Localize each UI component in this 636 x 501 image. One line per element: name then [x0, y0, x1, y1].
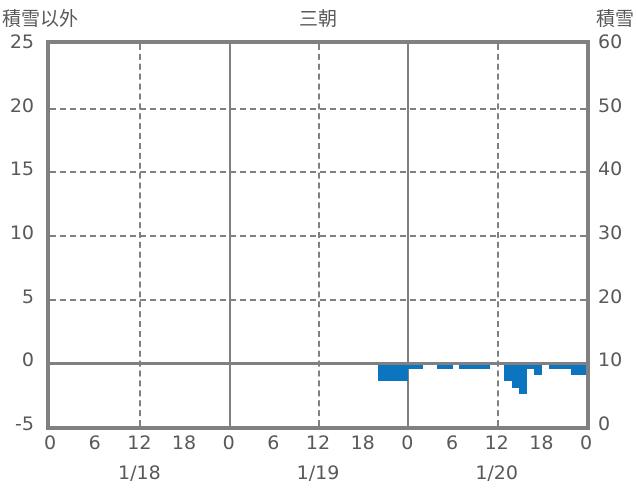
bar	[519, 362, 528, 395]
y-axis-left-tick: -5	[15, 413, 34, 435]
bar	[548, 362, 557, 369]
x-axis-tick: 12	[484, 432, 509, 454]
y-axis-left-tick: 15	[9, 158, 34, 181]
gridline-day-boundary	[407, 44, 410, 426]
bar	[392, 362, 401, 382]
y-axis-left-tick: 10	[9, 222, 34, 244]
plot-area	[46, 40, 590, 430]
x-axis-tick: 6	[267, 432, 280, 454]
bar	[459, 362, 468, 369]
y-axis-right-tick: 30	[598, 222, 623, 244]
bar	[399, 362, 408, 382]
y-axis-left-tick: 5	[21, 285, 34, 308]
bar	[481, 362, 490, 369]
bar	[444, 362, 453, 369]
bar	[474, 362, 483, 369]
gridline-vertical	[496, 44, 499, 426]
bar	[437, 362, 446, 369]
y-axis-right-tick: 50	[598, 94, 623, 117]
chart-title: 三朝	[298, 8, 337, 30]
y-axis-left-tick: 25	[9, 31, 34, 53]
bar	[385, 362, 394, 382]
left-axis-title: 積雪以外	[2, 8, 79, 30]
bar	[526, 362, 535, 369]
y-axis-right-tick: 40	[598, 158, 623, 181]
x-axis-tick: 0	[43, 432, 57, 454]
x-axis-tick: 6	[445, 432, 459, 454]
x-axis-day-label: 1/19	[296, 462, 340, 484]
x-axis-tick: 18	[529, 432, 554, 454]
x-axis-tick: 18	[171, 432, 197, 454]
bar	[578, 362, 586, 376]
gridline-vertical	[318, 44, 320, 426]
bar	[533, 362, 542, 376]
bar	[511, 362, 520, 388]
y-axis-right-tick: 20	[598, 285, 623, 308]
bar	[407, 362, 416, 369]
bar	[466, 362, 475, 369]
x-axis-tick: 12	[127, 432, 152, 454]
x-axis-tick: 0	[222, 432, 235, 454]
bar	[556, 362, 565, 369]
y-axis-right-tick: 0	[598, 413, 611, 435]
bar	[571, 362, 580, 376]
gridline-vertical	[139, 44, 142, 426]
x-axis-tick: 12	[305, 432, 331, 454]
right-axis-title: 積雪	[595, 8, 634, 30]
y-axis-right-tick: 10	[598, 349, 623, 372]
y-axis-left-tick: 20	[9, 94, 34, 117]
y-axis-right-tick: 60	[598, 31, 623, 53]
bar	[563, 362, 572, 369]
x-axis-tick: 6	[88, 432, 101, 454]
x-axis-tick: 18	[350, 432, 375, 454]
x-axis-tick: 0	[579, 432, 593, 454]
bar	[414, 362, 423, 369]
y-axis-left-tick: 0	[21, 349, 34, 372]
plot-inner	[50, 44, 586, 426]
bar	[504, 362, 513, 382]
zero-axis-line	[50, 362, 586, 366]
x-axis-tick: 0	[401, 432, 414, 454]
gridline-day-boundary	[228, 44, 231, 426]
x-axis-day-label: 1/20	[475, 462, 518, 484]
x-axis-day-label: 1/18	[117, 462, 161, 484]
bar	[377, 362, 386, 382]
